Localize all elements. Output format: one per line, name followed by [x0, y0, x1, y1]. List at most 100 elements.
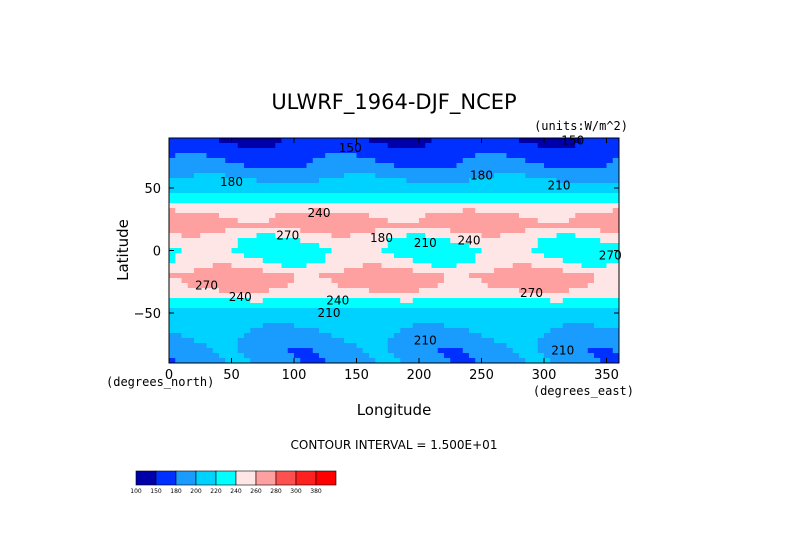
- heatmap-cell: [187, 178, 195, 184]
- heatmap-cell: [544, 143, 551, 149]
- heatmap-cell: [194, 183, 201, 189]
- heatmap-cell: [537, 218, 545, 224]
- heatmap-cell: [519, 253, 526, 259]
- heatmap-cell: [219, 288, 226, 294]
- heatmap-cell: [456, 193, 464, 199]
- heatmap-cell: [337, 273, 345, 279]
- heatmap-cell: [394, 353, 401, 359]
- heatmap-cell: [550, 233, 557, 239]
- heatmap-cell: [612, 308, 620, 314]
- heatmap-cell: [300, 173, 307, 179]
- heatmap-cell: [256, 138, 264, 144]
- heatmap-cell: [356, 253, 364, 259]
- heatmap-cell: [519, 143, 526, 149]
- heatmap-cell: [437, 303, 445, 309]
- heatmap-cell: [437, 318, 445, 324]
- heatmap-cell: [394, 313, 401, 319]
- heatmap-cell: [325, 163, 332, 169]
- heatmap-cell: [569, 283, 576, 289]
- heatmap-cell: [219, 238, 226, 244]
- heatmap-cell: [612, 143, 620, 149]
- heatmap-cell: [287, 198, 295, 204]
- heatmap-cell: [169, 183, 176, 189]
- heatmap-cell: [400, 248, 407, 254]
- heatmap-cell: [181, 138, 189, 144]
- heatmap-cell: [375, 313, 382, 319]
- heatmap-cell: [212, 278, 220, 284]
- heatmap-cell: [550, 353, 557, 359]
- heatmap-cell: [412, 238, 420, 244]
- heatmap-cell: [225, 263, 232, 269]
- heatmap-cell: [200, 323, 207, 329]
- heatmap-cell: [331, 343, 339, 349]
- heatmap-cell: [325, 333, 332, 339]
- heatmap-cell: [262, 143, 270, 149]
- heatmap-cell: [487, 273, 495, 279]
- heatmap-cell: [562, 208, 570, 214]
- heatmap-cell: [406, 238, 414, 244]
- heatmap-cell: [550, 308, 557, 314]
- heatmap-cell: [500, 243, 507, 249]
- heatmap-cell: [419, 263, 426, 269]
- heatmap-cell: [550, 293, 557, 299]
- heatmap-cell: [400, 318, 407, 324]
- heatmap-cell: [456, 233, 464, 239]
- heatmap-cell: [475, 233, 482, 239]
- heatmap-cell: [606, 218, 614, 224]
- heatmap-cell: [500, 328, 507, 334]
- heatmap-cell: [556, 278, 564, 284]
- heatmap-cell: [569, 223, 576, 229]
- heatmap-cell: [194, 228, 201, 234]
- heatmap-cell: [419, 293, 426, 299]
- heatmap-cell: [269, 153, 276, 159]
- heatmap-cell: [294, 153, 301, 159]
- heatmap-cell: [550, 273, 557, 279]
- heatmap-cell: [306, 263, 314, 269]
- heatmap-cell: [269, 243, 276, 249]
- heatmap-cell: [169, 238, 176, 244]
- heatmap-cell: [600, 228, 607, 234]
- heatmap-cell: [612, 293, 620, 299]
- heatmap-cell: [612, 333, 620, 339]
- heatmap-cell: [175, 168, 182, 174]
- heatmap-cell: [412, 198, 420, 204]
- heatmap-cell: [481, 143, 489, 149]
- heatmap-cell: [300, 313, 307, 319]
- heatmap-cell: [475, 173, 482, 179]
- heatmap-cell: [250, 238, 257, 244]
- heatmap-cell: [487, 353, 495, 359]
- heatmap-cell: [581, 248, 589, 254]
- heatmap-cell: [412, 298, 420, 304]
- heatmap-cell: [469, 218, 476, 224]
- heatmap-cell: [612, 258, 620, 264]
- colorbar-swatch: [155, 470, 177, 486]
- heatmap-cell: [362, 258, 370, 264]
- heatmap-cell: [444, 303, 451, 309]
- heatmap-cell: [412, 258, 420, 264]
- heatmap-cell: [312, 268, 320, 274]
- heatmap-cell: [269, 188, 276, 194]
- contour-label: 210: [551, 344, 574, 358]
- heatmap-cell: [256, 248, 264, 254]
- heatmap-cell: [256, 218, 264, 224]
- heatmap-cell: [275, 248, 282, 254]
- heatmap-cell: [525, 248, 532, 254]
- heatmap-cell: [444, 358, 451, 364]
- heatmap-cell: [187, 303, 195, 309]
- heatmap-cell: [331, 168, 339, 174]
- heatmap-cell: [587, 173, 595, 179]
- heatmap-cell: [181, 263, 189, 269]
- heatmap-cell: [500, 318, 507, 324]
- heatmap-cell: [362, 248, 370, 254]
- heatmap-cell: [387, 178, 395, 184]
- heatmap-cell: [244, 248, 251, 254]
- heatmap-cell: [494, 268, 501, 274]
- heatmap-cell: [294, 158, 301, 164]
- heatmap-cell: [325, 183, 332, 189]
- heatmap-cell: [300, 153, 307, 159]
- heatmap-cell: [525, 208, 532, 214]
- heatmap-cell: [200, 173, 207, 179]
- heatmap-cell: [519, 138, 526, 144]
- heatmap-cell: [212, 268, 220, 274]
- heatmap-cell: [531, 253, 539, 259]
